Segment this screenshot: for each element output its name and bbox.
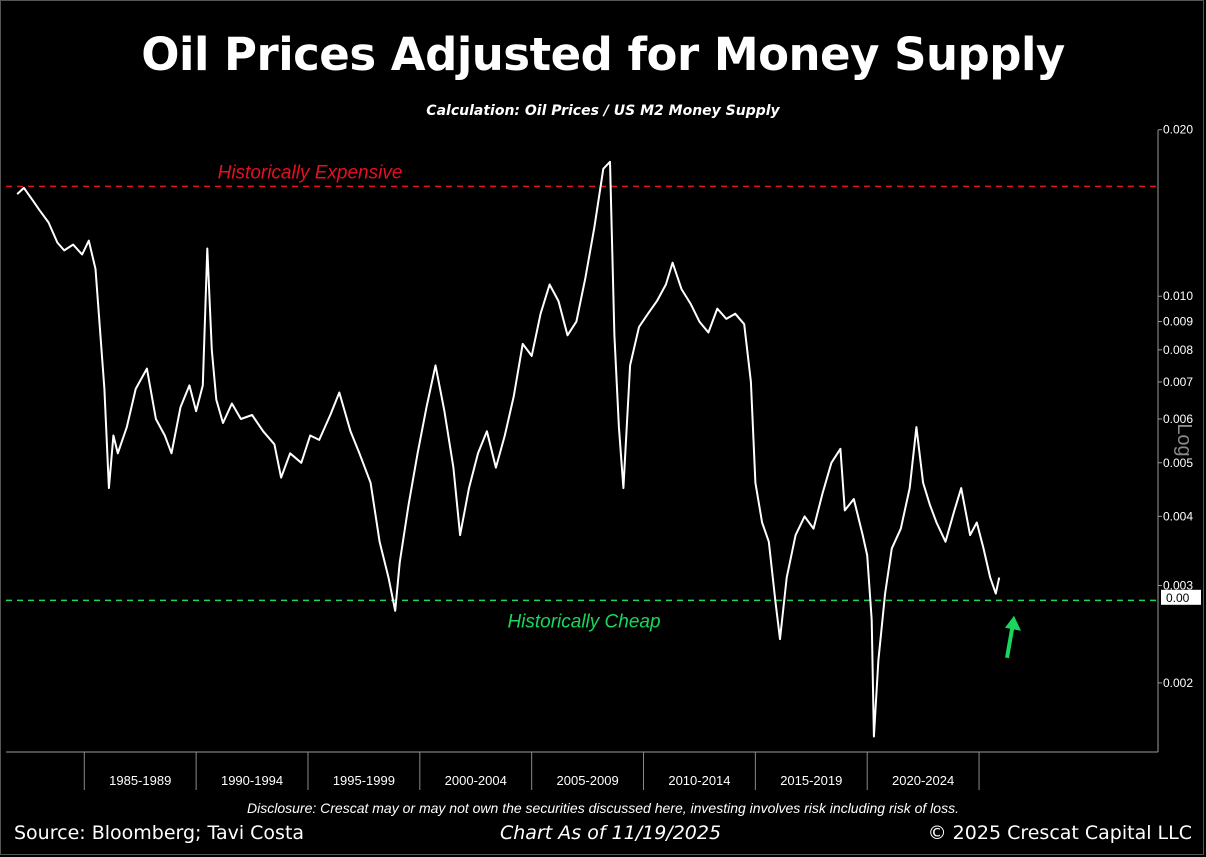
copyright-text: © 2025 Crescat Capital LLC xyxy=(927,822,1192,844)
current-value-label: 0.00 xyxy=(1166,591,1190,605)
x-period-label: 2005-2009 xyxy=(557,773,619,788)
x-period-label: 2020-2024 xyxy=(892,773,954,788)
y-tick-label: 0.007 xyxy=(1163,375,1193,389)
reference-line-label: Historically Cheap xyxy=(507,611,660,632)
y-tick-label: 0.006 xyxy=(1163,412,1193,426)
y-tick-label: 0.010 xyxy=(1163,289,1193,303)
x-period-label: 1995-1999 xyxy=(333,773,395,788)
chart-title: Oil Prices Adjusted for Money Supply xyxy=(141,28,1065,81)
source-text: Source: Bloomberg; Tavi Costa xyxy=(14,822,305,844)
chart-subtitle: Calculation: Oil Prices / US M2 Money Su… xyxy=(426,103,780,119)
y-tick-label: 0.005 xyxy=(1163,456,1193,470)
x-period-label: 2015-2019 xyxy=(780,773,842,788)
current-value-tag xyxy=(1161,589,1201,605)
y-tick-label: 0.009 xyxy=(1163,315,1193,329)
x-period-label: 1990-1994 xyxy=(221,773,283,788)
y-tick-label: 0.004 xyxy=(1163,509,1193,523)
arrow-shaft xyxy=(1005,623,1015,659)
x-period-label: 2010-2014 xyxy=(668,773,730,788)
reference-line-label: Historically Expensive xyxy=(218,162,403,183)
disclosure-text: Disclosure: Crescat may or may not own t… xyxy=(247,800,959,816)
y-tick-label: 0.003 xyxy=(1163,578,1193,592)
arrow-icon xyxy=(1005,615,1021,631)
as-of-date: Chart As of 11/19/2025 xyxy=(500,822,722,844)
series-line-oil-m2 xyxy=(16,160,1001,738)
x-period-label: 1985-1989 xyxy=(109,773,171,788)
x-period-label: 2000-2004 xyxy=(445,773,507,788)
y-tick-label: 0.002 xyxy=(1163,676,1193,690)
y-axis-title: Log xyxy=(1173,423,1195,456)
y-tick-label: 0.020 xyxy=(1163,123,1193,137)
y-tick-label: 0.008 xyxy=(1163,343,1193,357)
